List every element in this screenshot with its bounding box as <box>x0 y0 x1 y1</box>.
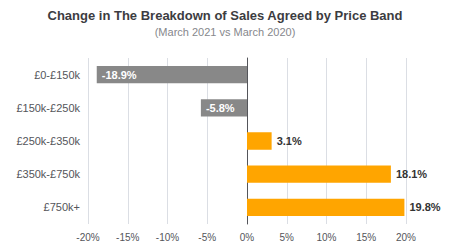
svg-text:Change in The Breakdown of Sal: Change in The Breakdown of Sales Agreed … <box>48 8 403 23</box>
svg-text:-5.8%: -5.8% <box>206 102 235 114</box>
svg-text:19.8%: 19.8% <box>409 201 440 213</box>
svg-text:15%: 15% <box>356 232 376 243</box>
svg-text:0%: 0% <box>240 232 255 243</box>
svg-text:5%: 5% <box>280 232 295 243</box>
svg-text:-5%: -5% <box>198 232 216 243</box>
svg-text:3.1%: 3.1% <box>277 135 302 147</box>
svg-text:-20%: -20% <box>76 232 99 243</box>
svg-text:£350k-£750k: £350k-£750k <box>16 168 80 180</box>
svg-text:-18.9%: -18.9% <box>102 69 137 81</box>
svg-text:£0-£150k: £0-£150k <box>34 69 80 81</box>
svg-text:-15%: -15% <box>116 232 139 243</box>
svg-text:£750k+: £750k+ <box>44 201 80 213</box>
svg-text:10%: 10% <box>316 232 336 243</box>
svg-text:18.1%: 18.1% <box>396 168 427 180</box>
svg-text:£250k-£350k: £250k-£350k <box>16 135 80 147</box>
svg-text:£150k-£250k: £150k-£250k <box>16 102 80 114</box>
svg-text:(March 2021 vs March 2020): (March 2021 vs March 2020) <box>155 26 296 38</box>
svg-text:20%: 20% <box>396 232 416 243</box>
svg-text:-10%: -10% <box>156 232 179 243</box>
